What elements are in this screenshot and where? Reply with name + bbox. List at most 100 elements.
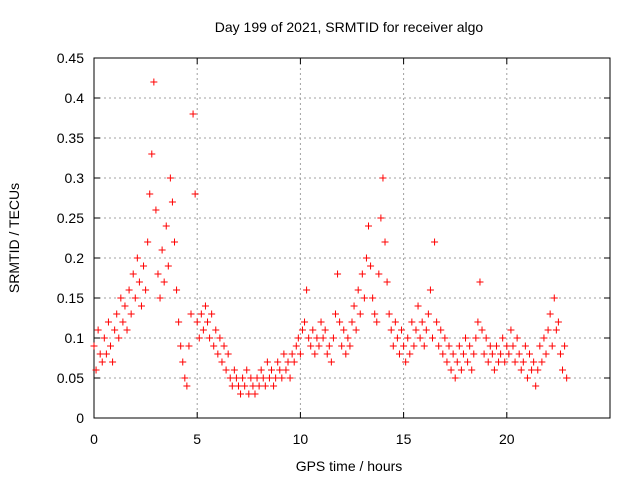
data-point <box>464 358 472 366</box>
grid <box>94 58 610 418</box>
data-point <box>414 302 422 310</box>
data-point <box>111 326 119 334</box>
data-point <box>175 318 183 326</box>
data-point <box>472 334 480 342</box>
data-point <box>445 342 453 350</box>
data-point <box>561 342 569 350</box>
data-point <box>290 358 298 366</box>
data-point <box>519 358 527 366</box>
data-point <box>449 350 457 358</box>
data-point <box>166 174 174 182</box>
data-point <box>505 350 513 358</box>
data-point <box>387 326 395 334</box>
data-point <box>135 278 143 286</box>
data-point <box>144 238 152 246</box>
data-point <box>315 342 323 350</box>
data-point <box>265 374 273 382</box>
data-point <box>406 350 414 358</box>
data-point <box>457 366 465 374</box>
data-point <box>216 334 224 342</box>
y-tick-label: 0 <box>76 410 84 426</box>
data-point <box>259 374 267 382</box>
data-point <box>393 334 401 342</box>
data-point <box>321 326 329 334</box>
data-point <box>234 382 242 390</box>
axis-ticks: 0 0.05 0.1 0.15 0.2 0.25 0.3 0.35 0.4 0.45 0 5 10 15 2… <box>57 50 610 447</box>
data-point <box>424 310 432 318</box>
data-point <box>455 342 463 350</box>
data-point <box>102 350 110 358</box>
data-point <box>142 286 150 294</box>
data-point <box>340 326 348 334</box>
data-point <box>222 366 230 374</box>
data-point <box>554 318 562 326</box>
data-point <box>509 342 517 350</box>
data-point <box>528 366 536 374</box>
data-point <box>433 318 441 326</box>
data-point <box>292 342 300 350</box>
data-point <box>177 342 185 350</box>
data-point <box>278 374 286 382</box>
data-point <box>218 358 226 366</box>
data-point <box>338 342 346 350</box>
data-point <box>371 310 379 318</box>
data-point <box>365 222 373 230</box>
data-point <box>210 342 218 350</box>
data-point <box>268 366 276 374</box>
data-point <box>197 310 205 318</box>
data-point <box>282 366 290 374</box>
data-point <box>342 350 350 358</box>
data-point <box>100 334 108 342</box>
data-point <box>90 342 98 350</box>
data-point <box>150 78 158 86</box>
data-point <box>439 350 447 358</box>
data-point <box>230 366 238 374</box>
data-point <box>530 358 538 366</box>
data-point <box>422 326 430 334</box>
data-point <box>441 334 449 342</box>
data-point <box>193 318 201 326</box>
data-point <box>173 286 181 294</box>
data-point <box>544 326 552 334</box>
x-axis-label: GPS time / hours <box>296 458 403 474</box>
data-point <box>187 310 195 318</box>
data-point <box>490 366 498 374</box>
data-point <box>476 278 484 286</box>
data-point <box>358 270 366 278</box>
data-point <box>385 310 393 318</box>
data-point <box>495 358 503 366</box>
data-point <box>272 374 280 382</box>
data-point <box>148 150 156 158</box>
y-tick-label: 0.45 <box>57 50 84 66</box>
data-point <box>362 254 370 262</box>
data-point <box>499 334 507 342</box>
data-point <box>369 294 377 302</box>
data-point <box>94 326 102 334</box>
data-point <box>327 358 335 366</box>
data-point <box>447 366 455 374</box>
data-point <box>280 350 288 358</box>
data-point <box>115 334 123 342</box>
data-point <box>410 342 418 350</box>
y-tick-label: 0.05 <box>57 370 84 386</box>
data-point <box>311 350 319 358</box>
data-point <box>247 374 255 382</box>
data-point <box>400 342 408 350</box>
data-point <box>451 374 459 382</box>
data-point <box>428 334 436 342</box>
data-point <box>367 262 375 270</box>
data-point <box>523 374 531 382</box>
data-point <box>507 326 515 334</box>
data-point <box>540 334 548 342</box>
data-point <box>309 326 317 334</box>
data-point <box>131 294 139 302</box>
data-point <box>437 326 445 334</box>
data-point <box>435 342 443 350</box>
data-point <box>294 334 302 342</box>
data-point <box>123 326 131 334</box>
data-point <box>237 390 245 398</box>
data-point <box>224 350 232 358</box>
data-point <box>478 326 486 334</box>
data-point <box>389 342 397 350</box>
data-point <box>228 382 236 390</box>
